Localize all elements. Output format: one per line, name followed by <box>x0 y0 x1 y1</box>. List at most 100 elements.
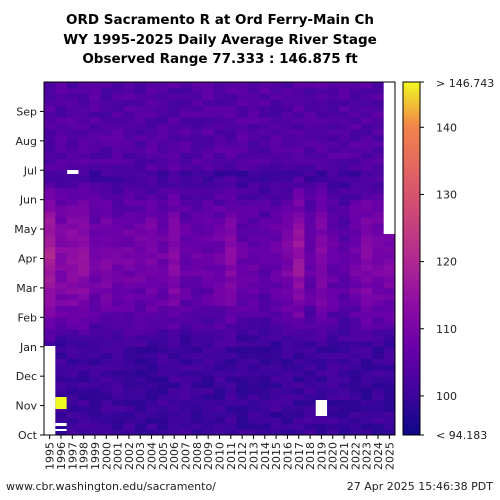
heatmap-cell <box>55 99 68 106</box>
heatmap-cell <box>304 152 317 159</box>
heatmap-cell <box>168 99 181 106</box>
heatmap-cell <box>123 323 135 330</box>
heatmap-cell <box>372 258 385 265</box>
heatmap-cell <box>191 429 203 436</box>
heatmap-cell <box>111 411 124 418</box>
heatmap-cell <box>259 234 271 242</box>
heatmap-cell <box>315 146 328 153</box>
heatmap-cell <box>77 358 90 365</box>
heatmap-cell <box>259 87 271 95</box>
heatmap-cell <box>202 182 215 189</box>
heatmap-cell <box>66 117 79 124</box>
heatmap-cell <box>304 176 317 183</box>
heatmap-cell <box>361 405 373 412</box>
heatmap-cell <box>361 382 373 389</box>
heatmap-cell <box>293 293 305 301</box>
x-tick-label: 2023 <box>361 442 374 470</box>
x-tick-label: 2019 <box>315 442 328 470</box>
heatmap-cell <box>134 123 147 130</box>
heatmap-cell <box>281 140 294 148</box>
heatmap-cell <box>191 376 203 383</box>
heatmap-cell <box>236 334 249 342</box>
heatmap-cell <box>191 129 203 136</box>
heatmap-cell <box>225 234 237 242</box>
heatmap-cell <box>202 305 215 312</box>
heatmap-cell <box>236 417 249 424</box>
heatmap-cell <box>202 282 215 289</box>
heatmap-cell <box>202 211 215 218</box>
heatmap-cell <box>66 346 79 354</box>
heatmap-cell <box>293 117 305 124</box>
heatmap-cell <box>372 411 385 418</box>
heatmap-cell <box>225 223 237 230</box>
heatmap-cell <box>236 217 249 224</box>
heatmap-cell <box>247 105 260 112</box>
heatmap-cell <box>236 252 249 259</box>
heatmap-cell <box>293 246 305 254</box>
heatmap-cell <box>225 364 237 371</box>
heatmap-cell <box>134 152 147 159</box>
heatmap-cell <box>383 293 396 301</box>
heatmap-cell <box>270 393 283 401</box>
heatmap-cell <box>349 329 362 336</box>
heatmap-cell <box>168 129 181 136</box>
heatmap-cell <box>89 134 102 142</box>
heatmap-cell <box>259 364 271 371</box>
x-tick-label: 1997 <box>66 442 79 470</box>
heatmap-cell <box>361 134 373 142</box>
heatmap-cell <box>213 340 226 348</box>
heatmap-cell <box>281 158 294 165</box>
heatmap-cell <box>259 99 271 106</box>
heatmap-cell <box>236 340 249 348</box>
heatmap-cell <box>134 423 147 430</box>
heatmap-cell <box>247 305 260 312</box>
heatmap-cell <box>327 105 339 112</box>
heatmap-cell <box>304 364 317 371</box>
heatmap-cell <box>361 87 373 95</box>
heatmap-cell <box>213 117 226 124</box>
heatmap-cell <box>134 140 147 148</box>
heatmap-cell <box>66 140 79 148</box>
heatmap-cell <box>372 423 385 430</box>
heatmap-cell <box>315 223 328 230</box>
heatmap-cell <box>145 393 158 401</box>
heatmap-cell <box>349 134 362 142</box>
heatmap-cell <box>338 317 351 324</box>
heatmap-cell <box>145 252 158 259</box>
heatmap-cell <box>361 317 373 324</box>
heatmap-cell <box>77 99 90 106</box>
heatmap-cell <box>281 258 294 265</box>
heatmap-cell <box>361 152 373 159</box>
heatmap-cell <box>55 352 68 359</box>
heatmap-cell <box>179 93 192 101</box>
heatmap-cell <box>89 323 102 330</box>
heatmap-cell <box>191 387 203 395</box>
heatmap-cell <box>55 146 68 153</box>
heatmap-cell <box>157 429 169 436</box>
heatmap-cell <box>225 276 237 283</box>
heatmap-cell <box>44 111 56 118</box>
heatmap-cell <box>293 364 305 371</box>
heatmap-cell <box>338 193 351 201</box>
heatmap-cell <box>123 111 135 118</box>
heatmap-cell <box>270 387 283 395</box>
heatmap-cell <box>77 299 90 306</box>
heatmap-cell <box>293 340 305 348</box>
heatmap-cell <box>247 99 260 106</box>
heatmap-cell <box>372 252 385 259</box>
heatmap-cell <box>213 417 226 424</box>
heatmap-cell <box>259 429 271 436</box>
heatmap-cell <box>247 387 260 395</box>
heatmap-cell <box>202 111 215 118</box>
heatmap-cell <box>111 393 124 401</box>
heatmap-cell <box>191 193 203 201</box>
heatmap-cell <box>66 352 79 359</box>
heatmap-cell <box>157 311 169 318</box>
heatmap-cell <box>315 87 328 95</box>
heatmap-cell <box>89 158 102 165</box>
heatmap-cell <box>100 252 113 259</box>
heatmap-cell <box>281 417 294 424</box>
heatmap-cell <box>157 211 169 218</box>
heatmap-cell <box>134 176 147 183</box>
heatmap-cell <box>44 317 56 324</box>
